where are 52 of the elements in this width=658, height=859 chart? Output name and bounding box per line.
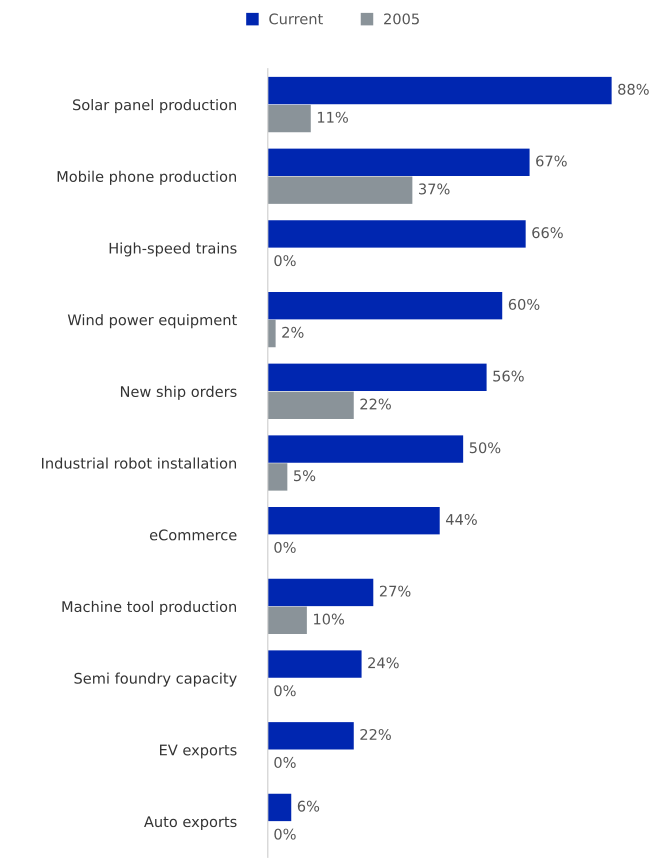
bar xyxy=(268,392,354,419)
bar xyxy=(268,578,374,606)
bar xyxy=(268,606,307,634)
data-label: 44% xyxy=(446,514,477,525)
data-label: 5% xyxy=(294,470,316,482)
bar xyxy=(268,650,362,678)
data-label: 60% xyxy=(508,298,540,310)
bar xyxy=(268,104,311,132)
legend-label: Current xyxy=(269,13,323,24)
data-label: 24% xyxy=(368,657,399,668)
y-tick-label: Machine tool production xyxy=(62,600,236,615)
data-label: 56% xyxy=(493,370,524,382)
data-label: 11% xyxy=(318,112,348,123)
data-label: 66% xyxy=(532,227,563,238)
y-tick-label: Industrial robot installation xyxy=(42,457,236,469)
data-label: 2% xyxy=(282,326,304,338)
data-label: 50% xyxy=(470,442,500,454)
bar xyxy=(268,507,440,534)
data-label: 0% xyxy=(274,542,296,553)
bar xyxy=(268,435,464,463)
bar xyxy=(268,364,487,392)
data-label: 10% xyxy=(314,614,344,625)
y-tick-label: eCommerce xyxy=(150,529,236,540)
bar xyxy=(268,176,412,204)
bar xyxy=(268,148,530,176)
bar xyxy=(268,292,502,320)
bar xyxy=(268,794,292,822)
data-label: 88% xyxy=(618,84,649,95)
data-label: 22% xyxy=(360,398,391,410)
bar xyxy=(268,722,354,750)
data-label: 0% xyxy=(274,828,296,840)
data-label: 0% xyxy=(274,685,296,696)
data-label: 6% xyxy=(298,800,320,812)
data-label: 27% xyxy=(380,586,410,597)
bar xyxy=(268,220,526,248)
data-label: 67% xyxy=(536,155,567,167)
y-tick-label: Solar panel production xyxy=(73,99,236,114)
data-label: 22% xyxy=(360,728,391,740)
data-label: 0% xyxy=(274,756,296,768)
data-label: 0% xyxy=(274,255,296,266)
bar xyxy=(268,463,288,491)
data-label: 37% xyxy=(419,183,450,194)
y-tick-label: Auto exports xyxy=(144,816,237,830)
legend-label: 2005 xyxy=(384,13,419,24)
bar xyxy=(268,76,612,104)
y-tick-label: Semi foundry capacity xyxy=(74,672,237,687)
y-tick-label: Mobile phone production xyxy=(58,170,236,185)
bar xyxy=(268,320,276,348)
y-tick-label: New ship orders xyxy=(120,386,237,400)
y-tick-label: EV exports xyxy=(160,744,237,758)
y-tick-label: High-speed trains xyxy=(110,242,237,257)
y-tick-label: Wind power equipment xyxy=(68,314,237,328)
